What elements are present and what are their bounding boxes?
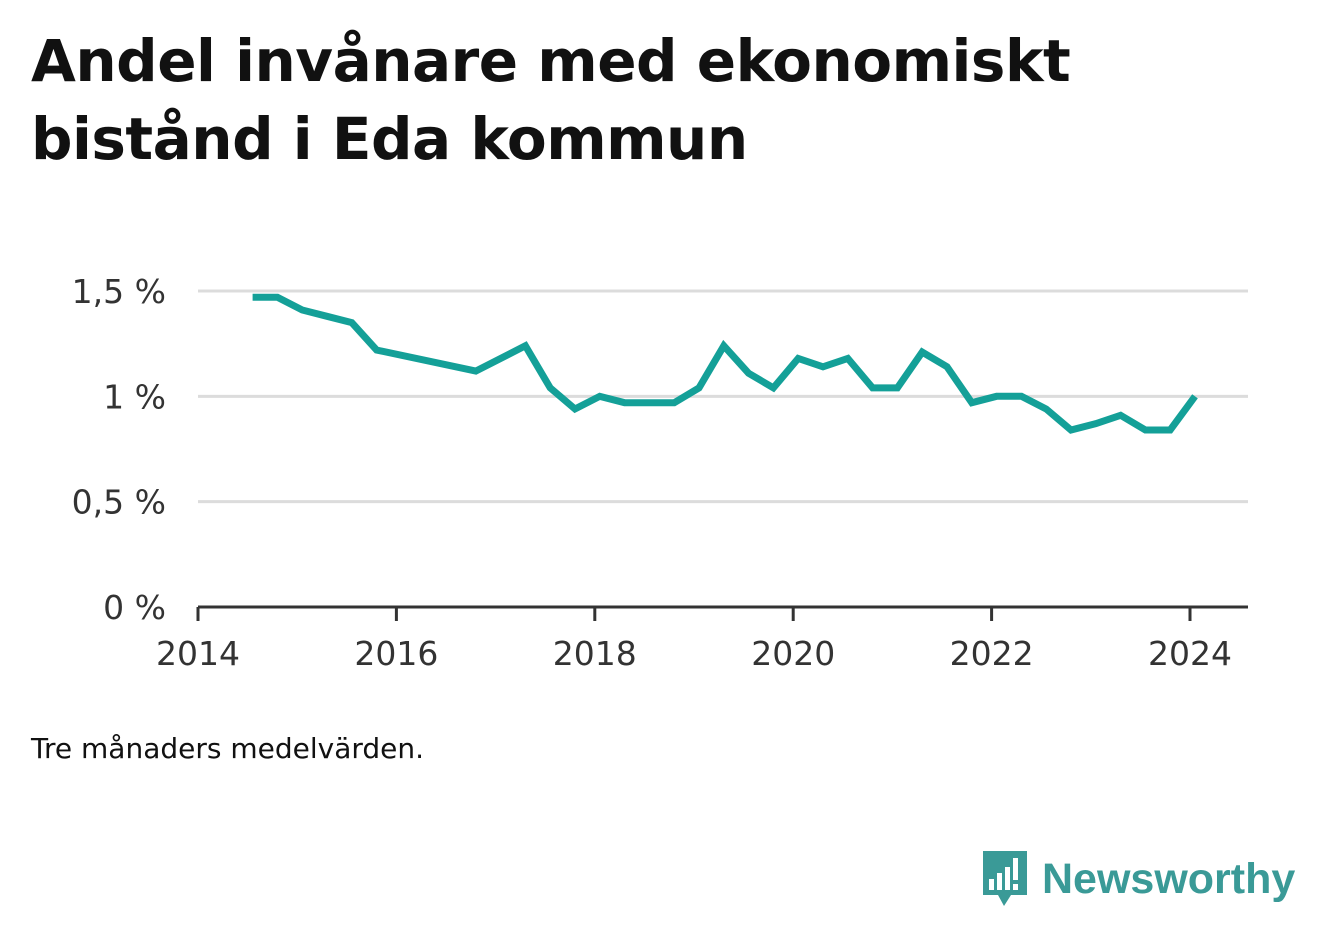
y-tick-label: 0,5 % xyxy=(72,483,166,522)
x-tick-label: 2016 xyxy=(354,634,438,673)
x-tick-label: 2014 xyxy=(156,634,240,673)
gridlines xyxy=(198,289,1248,504)
chart-note: Tre månaders medelvärden. xyxy=(31,732,425,765)
x-axis: 2014 2016 2018 2020 2022 2024 xyxy=(156,605,1248,673)
brand-logo: Newsworthy xyxy=(980,848,1295,910)
series-line xyxy=(252,293,1198,434)
x-tick-label: 2018 xyxy=(553,634,637,673)
x-tick-label: 2020 xyxy=(751,634,835,673)
y-axis: 0 % 0,5 % 1 % 1,5 % xyxy=(72,272,166,627)
brand-name: Newsworthy xyxy=(1042,854,1296,903)
x-tick-label: 2024 xyxy=(1148,634,1232,673)
y-tick-label: 1,5 % xyxy=(72,272,166,311)
y-tick-label: 0 % xyxy=(103,588,166,627)
bar-chart-speech-bubble-icon xyxy=(983,851,1027,906)
y-tick-label: 1 % xyxy=(103,377,166,416)
chart-title: Andel invånare med ekonomiskt bistånd i … xyxy=(31,27,1071,173)
x-tick-label: 2022 xyxy=(950,634,1034,673)
series-layer xyxy=(252,293,1198,434)
